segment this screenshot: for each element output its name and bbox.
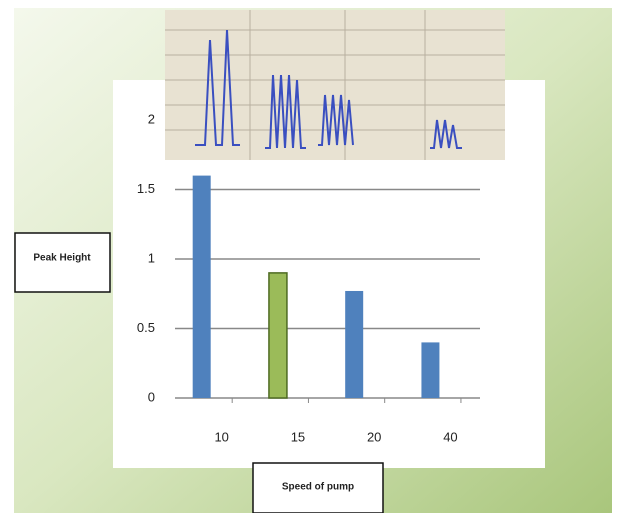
y-tick-label: 2	[148, 111, 155, 126]
y-tick-label: 1	[148, 250, 155, 265]
y-label-box	[14, 232, 111, 293]
photo	[165, 10, 505, 160]
x-axis-label: Speed of pump	[282, 482, 354, 493]
y-tick-label: 0.5	[137, 320, 155, 335]
bar	[345, 290, 364, 398]
x-label-box	[252, 462, 384, 514]
photo-traces	[195, 29, 462, 149]
y-axis-label: Peak Height	[33, 253, 91, 264]
x-tick-label: 40	[443, 429, 457, 444]
bar	[421, 342, 440, 398]
y-tick-label: 0	[148, 389, 155, 404]
x-tick-label: 20	[367, 429, 381, 444]
bar	[268, 272, 288, 399]
x-tick-label: 15	[291, 429, 305, 444]
bar	[192, 175, 211, 398]
y-tick-label: 1.5	[137, 181, 155, 196]
x-tick-label: 10	[214, 429, 228, 444]
